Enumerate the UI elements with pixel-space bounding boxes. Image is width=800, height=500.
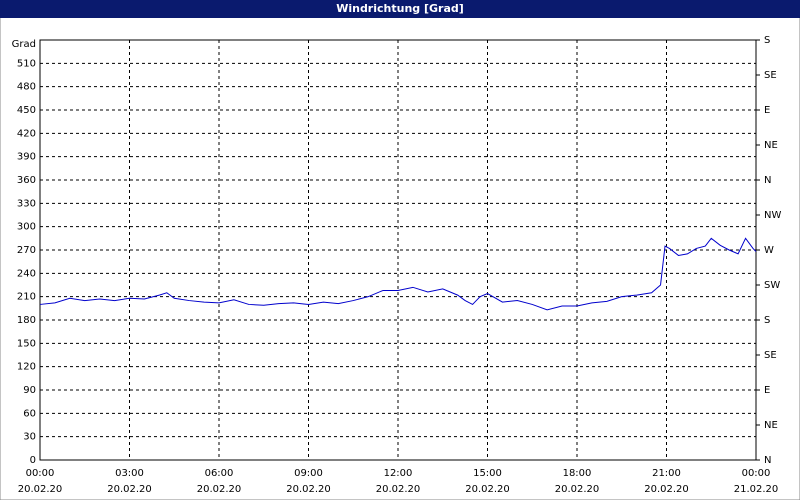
- y-tick-label: 420: [17, 128, 36, 139]
- y-tick-label: 300: [17, 222, 36, 233]
- y2-tick-label: NW: [764, 210, 781, 221]
- y2-tick-label: S: [764, 35, 770, 46]
- y2-tick-label: SE: [764, 70, 777, 81]
- x-tick-date: 20.02.20: [107, 484, 152, 495]
- y-tick-label: 120: [17, 362, 36, 373]
- y-tick-label: 90: [23, 385, 36, 396]
- y-tick-label: 510: [17, 58, 36, 69]
- y-tick-label: 180: [17, 315, 36, 326]
- y2-tick-label: W: [764, 245, 774, 256]
- x-tick-date: 20.02.20: [555, 484, 600, 495]
- y2-tick-label: E: [764, 105, 770, 116]
- y2-tick-label: SE: [764, 350, 777, 361]
- y-tick-label: 0: [30, 455, 36, 466]
- y2-tick-label: N: [764, 175, 771, 186]
- y-tick-label: 360: [17, 175, 36, 186]
- y-tick-label: 330: [17, 198, 36, 209]
- x-tick-date: 20.02.20: [197, 484, 242, 495]
- y2-tick-label: S: [764, 315, 770, 326]
- y2-tick-label: N: [764, 455, 771, 466]
- data-line: [39, 237, 757, 311]
- x-tick-label: 15:00: [473, 468, 502, 479]
- x-tick-date: 20.02.20: [465, 484, 510, 495]
- x-tick-date: 20.02.20: [376, 484, 421, 495]
- x-tick-date: 20.02.20: [286, 484, 331, 495]
- y-tick-label: 240: [17, 268, 36, 279]
- x-tick-date: 20.02.20: [644, 484, 689, 495]
- x-tick-label: 09:00: [294, 468, 323, 479]
- y-tick-label: 60: [23, 408, 36, 419]
- y2-tick-label: NE: [764, 420, 778, 431]
- y-tick-label: 210: [17, 292, 36, 303]
- y-axis-label: Grad: [12, 39, 36, 50]
- title-bar: [0, 0, 800, 18]
- x-tick-label: 18:00: [563, 468, 592, 479]
- x-tick-label: 00:00: [26, 468, 55, 479]
- x-tick-label: 03:00: [115, 468, 144, 479]
- y-tick-label: 390: [17, 152, 36, 163]
- x-tick-date: 21.02.20: [734, 484, 779, 495]
- chart-title: Windrichtung [Grad]: [336, 2, 464, 15]
- y2-tick-label: E: [764, 385, 770, 396]
- x-tick-label: 00:00: [742, 468, 771, 479]
- x-tick-date: 20.02.20: [18, 484, 63, 495]
- y-tick-label: 150: [17, 338, 36, 349]
- y-tick-label: 450: [17, 105, 36, 116]
- y-tick-label: 30: [23, 432, 36, 443]
- y2-tick-label: NE: [764, 140, 778, 151]
- x-tick-label: 21:00: [652, 468, 681, 479]
- x-tick-label: 12:00: [384, 468, 413, 479]
- y2-tick-label: SW: [764, 280, 780, 291]
- y-tick-label: 270: [17, 245, 36, 256]
- y-tick-label: 480: [17, 82, 36, 93]
- x-tick-label: 06:00: [205, 468, 234, 479]
